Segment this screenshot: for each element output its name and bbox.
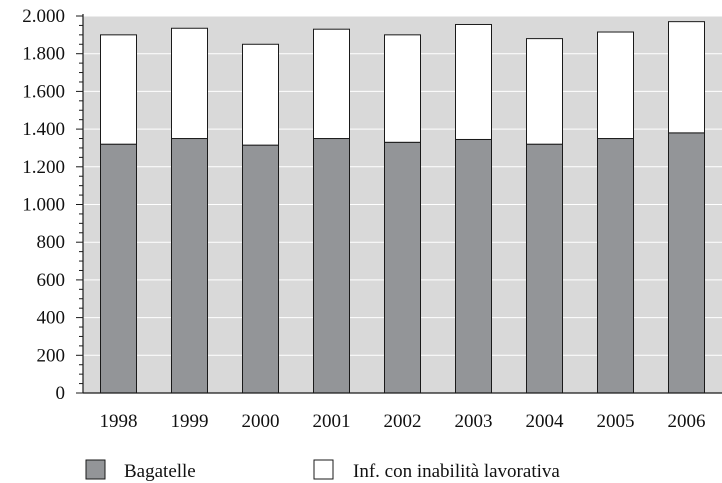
bar-inabilita-2001 <box>313 28 350 140</box>
bar-inabilita-1998 <box>100 34 137 145</box>
bar-bagatelle-2004 <box>526 143 563 394</box>
x-tick-label: 2005 <box>597 411 635 432</box>
bar-bagatelle-2000 <box>242 144 279 394</box>
bar-bagatelle-1998 <box>100 143 137 394</box>
bar-bagatelle-2006 <box>668 132 705 394</box>
x-tick-label: 2002 <box>384 411 422 432</box>
bar-bagatelle-2005 <box>597 138 634 394</box>
y-tick-label: 200 <box>37 345 66 366</box>
y-tick-label: 0 <box>56 383 66 404</box>
y-tick-label: 1.800 <box>22 44 65 65</box>
axes <box>76 14 722 394</box>
bar-inabilita-2003 <box>455 23 492 140</box>
y-tick-label: 1.000 <box>22 195 65 216</box>
x-tick-label: 1998 <box>100 411 138 432</box>
bar-bagatelle-2002 <box>384 141 421 394</box>
x-tick-label: 2006 <box>668 411 706 432</box>
legend-label-bagatelle: Bagatelle <box>124 461 196 482</box>
bar-bagatelle-1999 <box>171 138 208 394</box>
legend: Bagatelle Inf. con inabilità lavorativa <box>85 459 560 482</box>
y-tick-label: 1.400 <box>22 119 65 140</box>
bar-inabilita-2006 <box>668 21 705 134</box>
bar-inabilita-2004 <box>526 38 563 145</box>
bars <box>100 21 705 394</box>
x-tick-label: 2000 <box>242 411 280 432</box>
bar-bagatelle-2003 <box>455 138 492 394</box>
bar-bagatelle-2001 <box>313 138 350 394</box>
y-tick-labels: 0 200 400 600 800 1.000 1.200 1.400 1.600 1.800 2.… <box>22 6 65 404</box>
y-tick-label: 600 <box>37 270 66 291</box>
bar-inabilita-2000 <box>242 43 279 146</box>
y-tick-label: 1.200 <box>22 157 65 178</box>
y-tick-label: 800 <box>37 232 66 253</box>
y-tick-label: 1.600 <box>22 81 65 102</box>
bar-inabilita-1999 <box>171 27 208 140</box>
x-tick-label: 2003 <box>455 411 493 432</box>
x-tick-labels: 1998 1999 2000 2001 2002 2003 2004 2005 2006 <box>100 411 706 432</box>
y-tick-label: 400 <box>37 308 66 329</box>
x-tick-label: 1999 <box>171 411 209 432</box>
legend-label-inabilita: Inf. con inabilità lavorativa <box>353 461 560 482</box>
x-tick-label: 2001 <box>313 411 351 432</box>
x-tick-label: 2004 <box>526 411 565 432</box>
bar-inabilita-2002 <box>384 34 421 143</box>
y-tick-label: 2.000 <box>22 6 65 27</box>
bar-inabilita-2005 <box>597 31 634 140</box>
legend-swatch-bagatelle <box>85 459 106 480</box>
legend-swatch-inabilita <box>313 459 334 480</box>
